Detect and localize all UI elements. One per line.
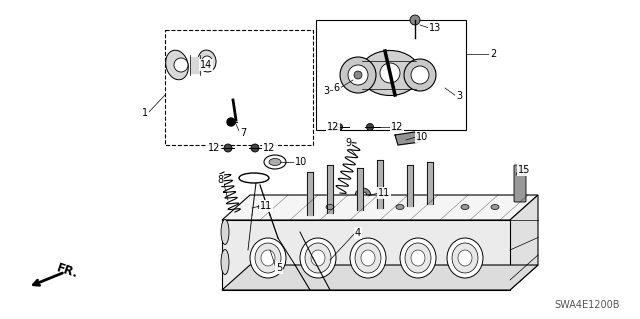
Circle shape [227,118,235,126]
Circle shape [380,63,400,83]
Bar [165,30,313,145]
Text: 4: 4 [355,228,361,238]
Ellipse shape [255,243,281,273]
Ellipse shape [221,249,229,275]
Polygon shape [222,195,538,220]
Text: 9: 9 [345,138,351,148]
Text: 11: 11 [260,201,272,211]
Ellipse shape [239,173,269,183]
Text: 5: 5 [276,263,282,273]
Text: 12: 12 [391,122,403,132]
Ellipse shape [396,204,404,210]
Circle shape [224,144,232,152]
Ellipse shape [269,159,281,166]
Ellipse shape [350,238,386,278]
Text: 11: 11 [378,188,390,198]
Circle shape [251,144,259,152]
Polygon shape [395,132,420,145]
Circle shape [411,66,429,84]
Text: 6: 6 [334,83,340,93]
Text: 12: 12 [263,143,275,153]
Ellipse shape [447,238,483,278]
Text: 12: 12 [207,143,220,153]
Text: 2: 2 [490,49,496,59]
Ellipse shape [166,50,188,80]
Text: 10: 10 [416,132,428,142]
Ellipse shape [491,204,499,210]
Wedge shape [355,188,371,196]
Text: 7: 7 [240,128,246,138]
Circle shape [410,15,420,25]
Ellipse shape [198,50,216,72]
Ellipse shape [452,243,478,273]
Circle shape [202,56,212,66]
Text: FR.: FR. [55,261,80,281]
Circle shape [404,59,436,91]
Text: 3: 3 [323,86,329,96]
Text: SWA4E1200B: SWA4E1200B [554,300,620,310]
Circle shape [335,123,342,130]
Ellipse shape [258,204,266,210]
Ellipse shape [261,250,275,266]
Text: 1: 1 [142,108,148,118]
Ellipse shape [360,50,420,95]
Ellipse shape [355,243,381,273]
Ellipse shape [221,219,229,244]
Circle shape [340,57,376,93]
Bar [316,20,466,130]
Ellipse shape [405,243,431,273]
Ellipse shape [458,250,472,266]
Text: 14: 14 [200,60,212,70]
Ellipse shape [411,250,425,266]
Text: 10: 10 [295,157,307,167]
Ellipse shape [250,238,286,278]
Circle shape [174,58,188,72]
Text: 15: 15 [518,165,531,175]
Circle shape [348,65,368,85]
Ellipse shape [461,204,469,210]
Wedge shape [240,200,256,208]
Polygon shape [222,220,510,290]
Ellipse shape [361,250,375,266]
Polygon shape [510,195,538,290]
Ellipse shape [264,155,286,169]
Polygon shape [222,265,538,290]
Text: 3: 3 [456,91,462,101]
Circle shape [354,71,362,79]
FancyBboxPatch shape [514,165,526,202]
Ellipse shape [300,238,336,278]
Ellipse shape [326,204,334,210]
Circle shape [367,123,374,130]
Text: 12: 12 [326,122,339,132]
Ellipse shape [305,243,331,273]
Text: 8: 8 [217,175,223,185]
Text: 13: 13 [429,23,441,33]
Ellipse shape [400,238,436,278]
Ellipse shape [311,250,325,266]
